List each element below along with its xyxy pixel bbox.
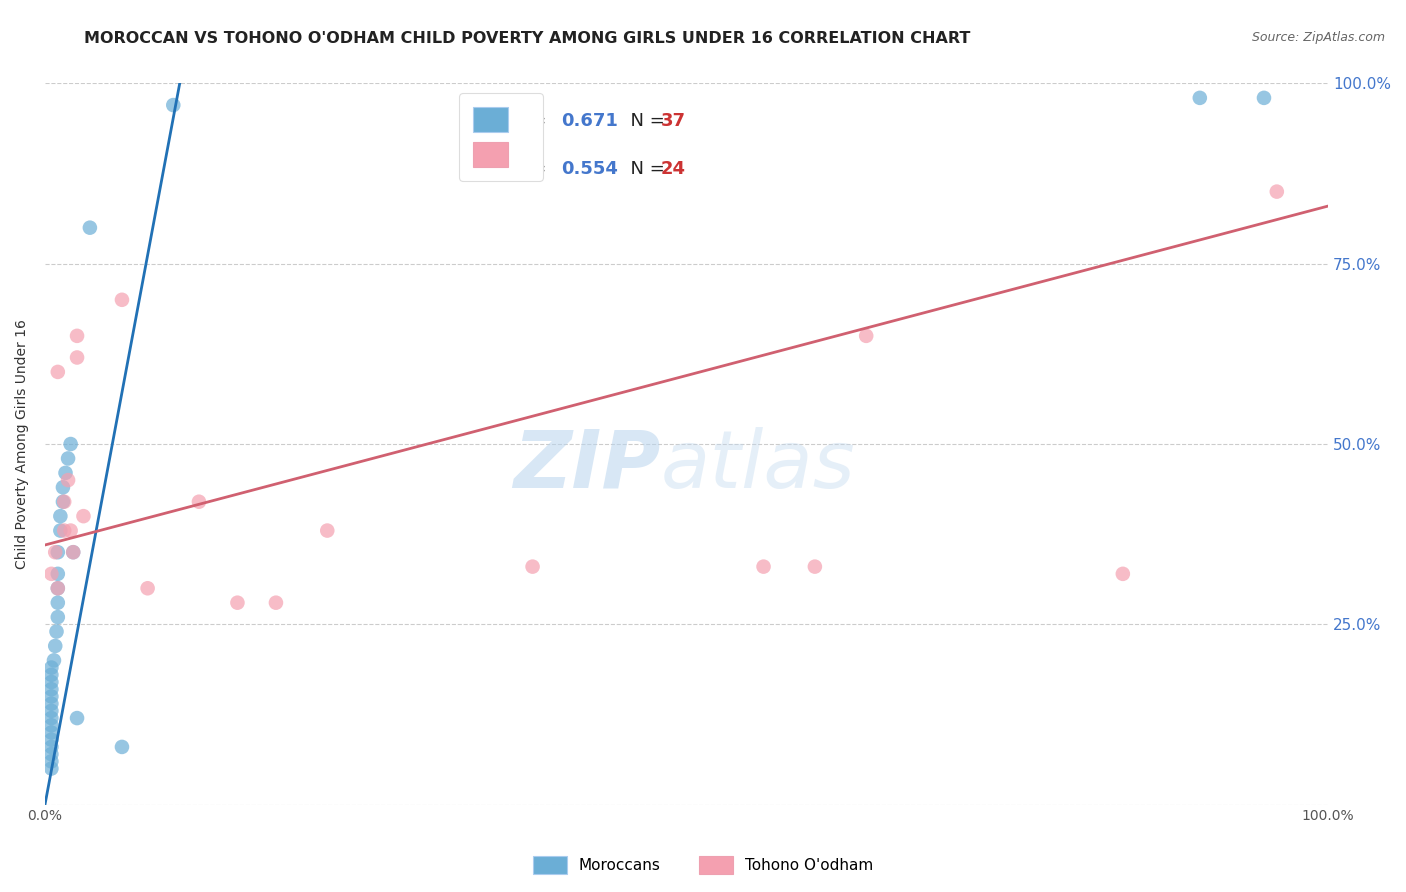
Point <box>41 690 63 704</box>
Point <box>41 675 63 690</box>
Point <box>41 762 63 776</box>
Text: Source: ZipAtlas.com: Source: ZipAtlas.com <box>1251 31 1385 45</box>
Point <box>52 494 75 508</box>
Point <box>188 494 211 508</box>
Point <box>522 559 544 574</box>
Point <box>55 466 77 480</box>
Point <box>111 293 134 307</box>
Point <box>56 451 79 466</box>
Legend:  ,  : , <box>458 93 543 181</box>
Point <box>41 718 63 732</box>
Point <box>46 610 69 624</box>
Point <box>41 725 63 739</box>
Point <box>41 747 63 761</box>
Point <box>1112 566 1135 581</box>
Text: 24: 24 <box>661 160 686 178</box>
Point <box>855 329 877 343</box>
Point <box>41 682 63 697</box>
Text: R =: R = <box>513 160 553 178</box>
Point <box>56 473 79 487</box>
Point <box>41 711 63 725</box>
Point <box>316 524 339 538</box>
Point <box>46 581 69 595</box>
Point <box>46 365 69 379</box>
Point <box>41 739 63 754</box>
Point <box>66 329 89 343</box>
Point <box>162 98 184 112</box>
Text: R =: R = <box>513 112 553 130</box>
Text: N =: N = <box>619 112 671 130</box>
Point <box>49 524 72 538</box>
Point <box>66 351 89 365</box>
Point <box>804 559 827 574</box>
Point <box>52 480 75 494</box>
Point <box>72 509 94 524</box>
Point <box>46 566 69 581</box>
Point <box>42 653 65 667</box>
Point <box>45 624 67 639</box>
Point <box>62 545 84 559</box>
Point <box>752 559 775 574</box>
Point <box>46 596 69 610</box>
Point <box>46 581 69 595</box>
Point <box>44 545 66 559</box>
Point <box>1265 185 1288 199</box>
Text: ZIP: ZIP <box>513 426 661 505</box>
Text: 0.554: 0.554 <box>561 160 617 178</box>
Point <box>111 739 134 754</box>
Legend: Moroccans, Tohono O'odham: Moroccans, Tohono O'odham <box>527 850 879 880</box>
Point <box>41 668 63 682</box>
Text: 37: 37 <box>661 112 686 130</box>
Point <box>44 639 66 653</box>
Point <box>1188 91 1211 105</box>
Point <box>62 545 84 559</box>
Point <box>41 697 63 711</box>
Point <box>53 494 76 508</box>
Point <box>79 220 101 235</box>
Point <box>59 437 82 451</box>
Point <box>41 660 63 674</box>
Point <box>41 566 63 581</box>
Point <box>46 545 69 559</box>
Point <box>41 704 63 718</box>
Point <box>66 711 89 725</box>
Point <box>136 581 159 595</box>
Point <box>53 524 76 538</box>
Point <box>226 596 249 610</box>
Text: MOROCCAN VS TOHONO O'ODHAM CHILD POVERTY AMONG GIRLS UNDER 16 CORRELATION CHART: MOROCCAN VS TOHONO O'ODHAM CHILD POVERTY… <box>84 31 970 46</box>
Point <box>59 524 82 538</box>
Point <box>41 732 63 747</box>
Y-axis label: Child Poverty Among Girls Under 16: Child Poverty Among Girls Under 16 <box>15 319 30 569</box>
Text: N =: N = <box>619 160 671 178</box>
Point <box>49 509 72 524</box>
Point <box>1253 91 1275 105</box>
Text: atlas: atlas <box>661 426 856 505</box>
Text: 0.671: 0.671 <box>561 112 617 130</box>
Point <box>41 755 63 769</box>
Point <box>264 596 287 610</box>
